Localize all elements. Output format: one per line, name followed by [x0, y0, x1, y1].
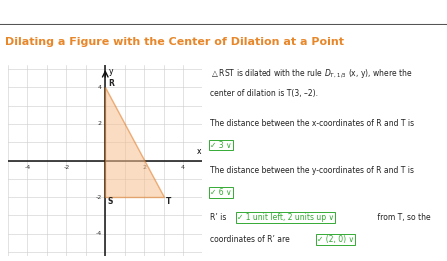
Text: Attempt 1: Attempt 1	[47, 7, 85, 16]
Text: ✓ 3 ∨: ✓ 3 ∨	[210, 141, 232, 150]
Text: ✓ (2, 0) ∨: ✓ (2, 0) ∨	[317, 235, 354, 244]
Text: ✓ 1 unit left, 2 units up ∨: ✓ 1 unit left, 2 units up ∨	[237, 213, 334, 222]
Text: The distance between the y-coordinates of R and T is: The distance between the y-coordinates o…	[210, 166, 414, 175]
Text: 2: 2	[98, 121, 102, 126]
Text: -2: -2	[96, 195, 102, 200]
Text: %: %	[30, 3, 39, 13]
Text: -2: -2	[63, 165, 69, 170]
Text: -4: -4	[96, 231, 102, 236]
Text: ✓ 6 ∨: ✓ 6 ∨	[210, 188, 232, 197]
Text: coordinates of R’ are: coordinates of R’ are	[210, 235, 292, 244]
Text: -4: -4	[25, 165, 30, 170]
Text: from T, so the: from T, so the	[375, 213, 431, 222]
Text: 4: 4	[181, 165, 185, 170]
Text: 4: 4	[98, 85, 102, 90]
Text: 2: 2	[142, 165, 146, 170]
Text: $\triangle$RST is dilated with the rule $D_{T,\,1/3}$ (x, y), where the: $\triangle$RST is dilated with the rule …	[210, 67, 413, 80]
Text: R’ is: R’ is	[210, 213, 229, 222]
Text: T: T	[166, 197, 171, 206]
Text: S: S	[108, 197, 113, 206]
Text: center of dilation is T(3, –2).: center of dilation is T(3, –2).	[210, 89, 318, 98]
Text: x: x	[196, 147, 201, 157]
Polygon shape	[105, 87, 164, 197]
Text: 100: 100	[5, 5, 32, 19]
Text: R: R	[108, 79, 114, 88]
Text: Dilating a Figure with the Center of Dilation at a Point: Dilating a Figure with the Center of Dil…	[5, 37, 344, 48]
Text: The distance between the x-coordinates of R and T is: The distance between the x-coordinates o…	[210, 119, 414, 128]
Text: y: y	[109, 67, 113, 76]
